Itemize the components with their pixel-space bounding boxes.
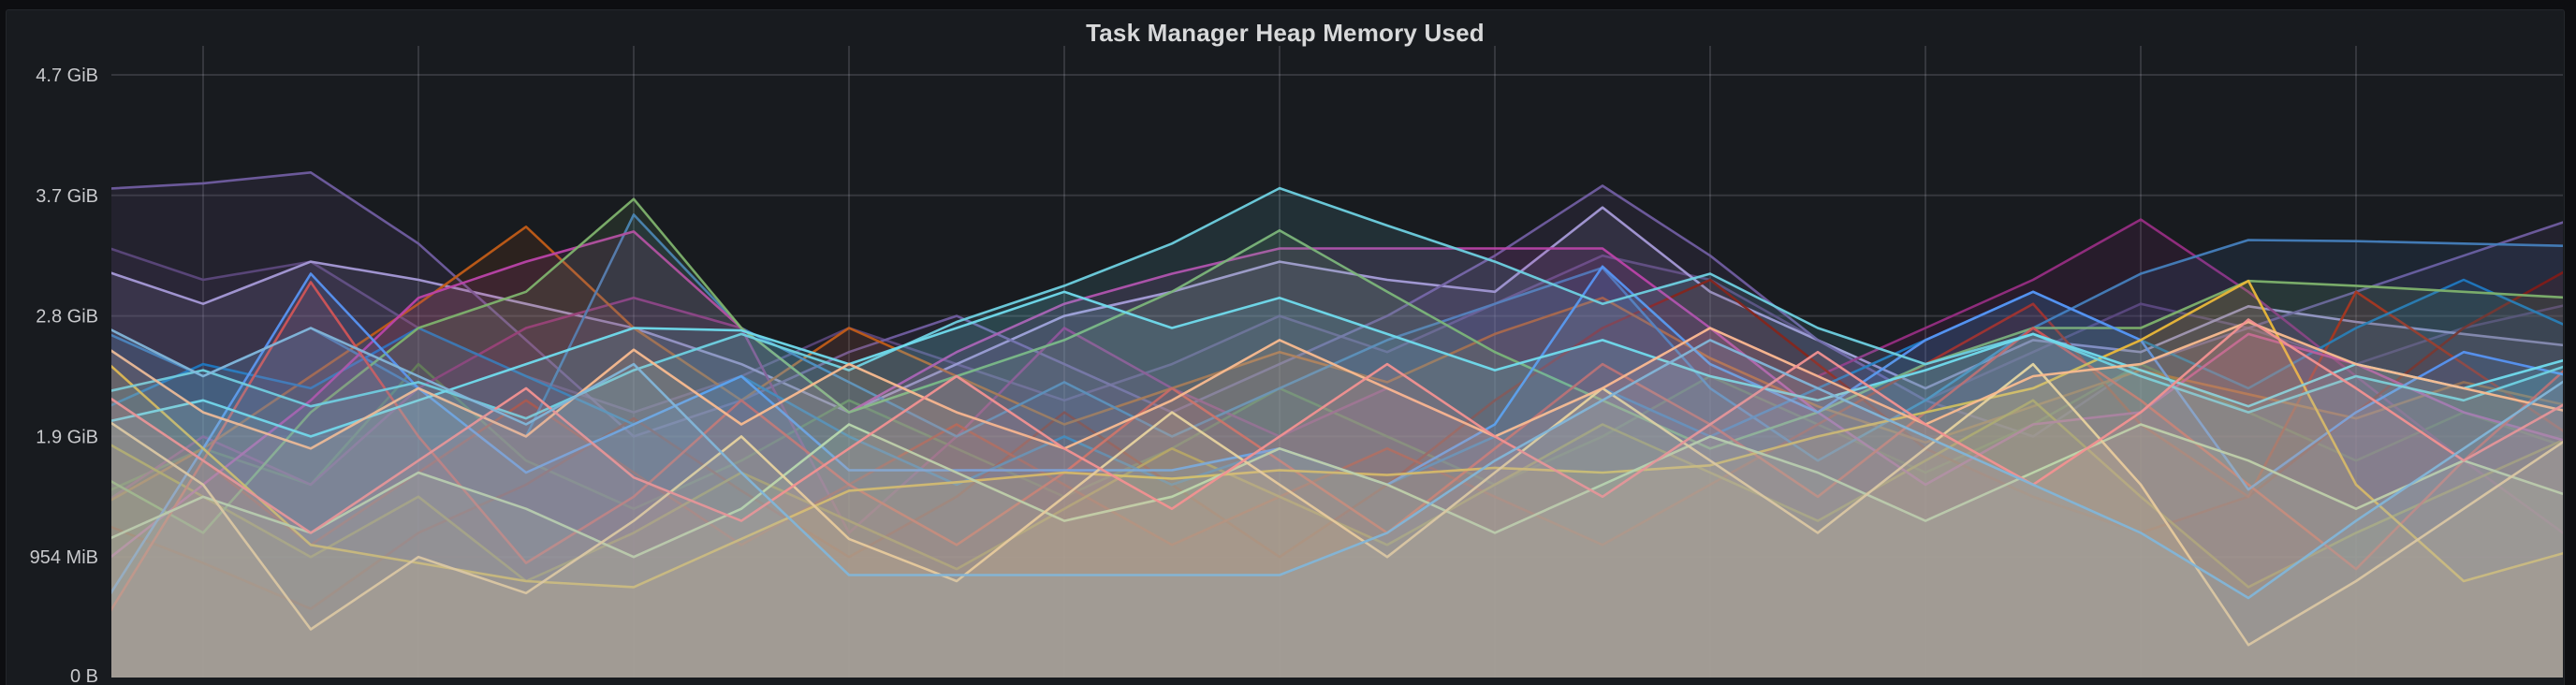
series-lavender-line[interactable] [95, 206, 2571, 414]
series-red-area [111, 282, 2563, 678]
series-light-green-line[interactable] [95, 423, 2571, 559]
series-tan-area [111, 364, 2563, 678]
y-axis-label: 4.7 GiB [36, 66, 98, 86]
series-dark-orange-line[interactable] [95, 226, 2571, 508]
series-plum-area [111, 219, 2563, 678]
series-dark-green-area [111, 364, 2563, 678]
series-steel-blue-area [111, 328, 2563, 678]
series-violet-area [111, 172, 2563, 678]
series-yellow-area [111, 281, 2563, 678]
series-brick-red-area [111, 291, 2563, 678]
y-axis-label: 3.7 GiB [36, 186, 98, 207]
series-light-blue-area [111, 291, 2563, 678]
series-light-blue-line[interactable] [95, 290, 2571, 438]
series-light-orange-area [111, 322, 2563, 678]
series-steel-blue-line[interactable] [95, 322, 2571, 600]
series-tan-line[interactable] [95, 362, 2571, 647]
series-green-line[interactable] [95, 197, 2571, 534]
series-magenta-area [111, 231, 2563, 678]
y-axis-label: 0 B [70, 666, 98, 685]
y-axis-label: 954 MiB [30, 547, 98, 568]
series-cyan-area [111, 188, 2563, 678]
series-dark-orange-area [111, 226, 2563, 678]
series-salmon-area [111, 319, 2563, 678]
grafana-timeseries-panel: Task Manager Heap Memory Used 4.7 GiB 3.7… [6, 9, 2565, 685]
series-group [95, 171, 2571, 678]
panel-title[interactable]: Task Manager Heap Memory Used [1086, 19, 1485, 47]
series-green-area [111, 198, 2563, 678]
y-axis-label: 1.9 GiB [36, 427, 98, 447]
series-yellow-line[interactable] [95, 279, 2571, 589]
series-magenta-line[interactable] [95, 230, 2571, 569]
series-plum-line[interactable] [95, 218, 2571, 539]
series-dark-red-area [111, 272, 2563, 678]
series-red-line[interactable] [95, 281, 2571, 635]
series-light-green-area [111, 424, 2563, 678]
y-axis-label: 2.8 GiB [36, 307, 98, 328]
series-light-orange-line[interactable] [95, 320, 2571, 450]
series-cyan-line[interactable] [95, 186, 2571, 420]
series-lavender-area [111, 207, 2563, 678]
series-dark-violet-area [111, 249, 2563, 678]
series-salmon-line[interactable] [95, 318, 2571, 534]
series-dark-blue-area [111, 280, 2563, 678]
